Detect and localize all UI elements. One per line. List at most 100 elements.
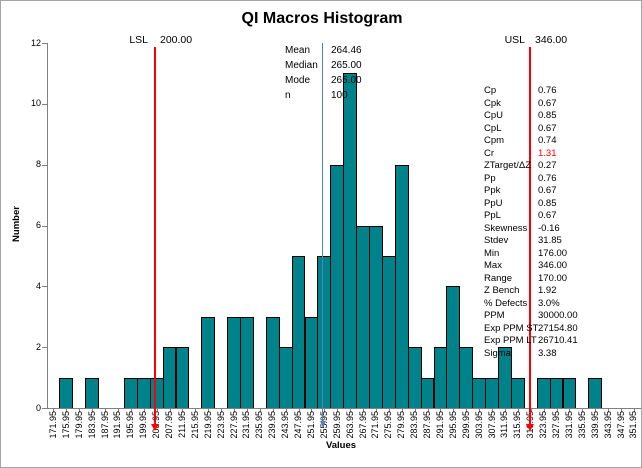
x-axis-tick	[66, 409, 68, 412]
x-axis-tick	[298, 409, 300, 412]
y-axis-tick	[42, 164, 47, 166]
x-axis-tick-label: 279.95	[396, 411, 407, 439]
x-axis-tick	[517, 409, 519, 412]
y-axis-tick	[42, 43, 47, 44]
y-axis-tick-label: 10	[30, 98, 41, 109]
stat-label: Mode	[285, 75, 311, 86]
x-axis-tick	[169, 409, 171, 412]
histogram-bar	[433, 347, 448, 409]
y-axis-tick-label: 8	[35, 159, 41, 170]
x-axis-tick	[79, 409, 81, 412]
histogram-bar	[420, 377, 435, 409]
x-axis-tick-label: 231.95	[241, 411, 252, 439]
x-axis-tick	[117, 409, 119, 412]
x-axis-tick	[414, 409, 416, 412]
y-axis-tick-label: 12	[30, 37, 41, 48]
stat-label: Cp	[484, 85, 497, 96]
x-axis-tick	[466, 409, 468, 412]
x-axis-tick	[569, 409, 571, 412]
stat-value: 0.67	[538, 122, 557, 134]
x-axis-tick	[401, 409, 403, 412]
lsl-value: 200.00	[160, 34, 193, 46]
histogram-bar	[278, 347, 293, 409]
x-axis-tick	[363, 409, 365, 412]
stat-value: 264.46	[331, 45, 362, 56]
x-axis-tick-label: 343.95	[602, 411, 613, 439]
stat-label: Cpm	[484, 135, 505, 146]
x-axis-tick-label: 243.95	[280, 411, 291, 439]
x-axis-tick	[388, 409, 390, 412]
x-axis-tick	[130, 409, 132, 412]
x-axis-tick-label: 335.95	[576, 411, 587, 439]
stat-value: 3.38	[538, 347, 557, 359]
histogram-bar	[240, 316, 254, 409]
x-axis-tick	[543, 409, 545, 412]
x-axis-tick-label: 283.95	[409, 411, 420, 439]
histogram-bar	[549, 377, 564, 409]
histogram-bar	[446, 286, 461, 409]
x-axis-tick-label: 211.95	[176, 411, 187, 438]
x-axis-tick	[272, 409, 274, 412]
stat-value: 0.85	[538, 110, 557, 121]
lsl-label: LSL	[129, 34, 148, 46]
mean-line-arrowhead	[319, 421, 326, 428]
x-axis-tick-label: 219.95	[202, 411, 213, 439]
stat-value: 1.31	[538, 147, 557, 159]
histogram-bar	[317, 255, 332, 409]
x-axis-tick	[143, 409, 145, 412]
stat-label: Min	[484, 247, 500, 259]
stat-label: Mean	[285, 45, 311, 56]
stat-value: 0.76	[538, 172, 557, 184]
x-axis-tick-label: 303.95	[473, 411, 484, 439]
stat-value: 0.67	[538, 97, 557, 109]
y-axis-tick	[42, 347, 47, 349]
x-axis-tick-label: 331.95	[563, 411, 574, 439]
x-axis-tick-label: 295.95	[447, 411, 458, 439]
x-axis-tick	[453, 409, 455, 412]
y-axis-tick	[42, 286, 47, 288]
stat-label: PpU	[484, 197, 503, 209]
x-axis-tick-label: 287.95	[422, 411, 433, 439]
x-axis-tick-label: 191.95	[112, 411, 123, 439]
stat-label: Z Bench	[484, 285, 520, 296]
x-axis-tick	[156, 409, 158, 412]
histogram-bar	[149, 377, 164, 409]
x-axis-tick	[234, 409, 236, 412]
x-axis-tick	[621, 409, 623, 412]
stat-label: Range	[484, 272, 512, 284]
x-axis-tick-label: 311.95	[499, 411, 510, 438]
stat-value: 3.0%	[538, 297, 560, 309]
x-axis-tick	[195, 409, 197, 412]
stat-label: Pp	[484, 172, 496, 184]
x-axis-tick-label: 175.95	[60, 411, 71, 439]
histogram-bar	[381, 255, 396, 409]
y-axis-tick-label: 0	[35, 402, 41, 413]
stat-label: Exp PPM ST	[484, 322, 539, 334]
x-axis-tick	[208, 409, 210, 412]
histogram-bar	[459, 347, 474, 409]
x-axis-tick-label: 299.95	[460, 411, 471, 439]
stat-label: CpU	[484, 110, 504, 121]
x-axis-tick	[582, 409, 584, 412]
x-axis-tick-label: 327.95	[551, 411, 562, 439]
histogram-bar	[536, 377, 551, 409]
stat-label: PpL	[484, 210, 501, 221]
x-axis-tick	[556, 409, 558, 412]
stat-label: Ppk	[484, 185, 501, 196]
x-axis-tick-label: 247.95	[293, 411, 304, 439]
x-axis-tick-label: 255.95	[318, 411, 329, 439]
histogram-bar	[588, 377, 603, 409]
mean-line	[322, 43, 323, 421]
histogram-bar	[123, 377, 138, 409]
usl-line	[529, 47, 531, 424]
x-axis-tick	[259, 409, 261, 412]
histogram-bar	[510, 377, 525, 409]
x-axis-tick-label: 307.95	[486, 411, 497, 439]
stat-label: Skewness	[484, 222, 528, 234]
x-axis-tick-label: 351.95	[628, 411, 639, 439]
x-axis-tick	[53, 409, 55, 412]
y-axis-tick	[42, 103, 47, 105]
lsl-line	[153, 47, 156, 424]
histogram-bar	[343, 73, 358, 409]
stat-value: 0.67	[538, 185, 557, 196]
